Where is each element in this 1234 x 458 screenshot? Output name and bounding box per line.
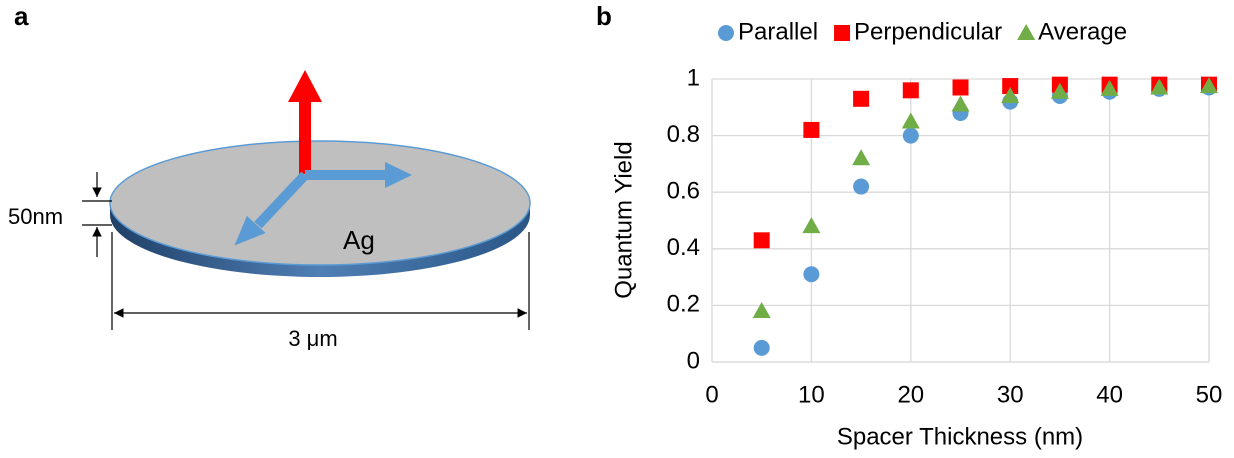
- legend-marker: [1017, 24, 1036, 40]
- x-tick-label: 40: [1096, 381, 1123, 408]
- data-point: [852, 149, 871, 166]
- legend-marker: [834, 25, 851, 41]
- axes-arrows: [234, 70, 412, 246]
- data-point: [752, 302, 771, 319]
- y-tick-label: 0.4: [667, 234, 700, 261]
- data-point: [1050, 82, 1069, 99]
- silver-disk: [109, 140, 531, 277]
- data-point: [802, 217, 821, 234]
- y-tick-label: 0.8: [667, 121, 700, 148]
- y-tick-label: 1: [687, 64, 700, 91]
- panel-label: b: [596, 1, 612, 31]
- data-point: [803, 121, 820, 138]
- y-axis-title: Quantum Yield: [610, 141, 637, 298]
- x-tick-label: 50: [1196, 381, 1223, 408]
- thickness-label: 50nm: [8, 204, 63, 229]
- y-tick-label: 0.6: [667, 178, 700, 205]
- legend-label: Perpendicular: [854, 18, 1002, 45]
- data-point: [902, 82, 919, 99]
- legend-label: Parallel: [738, 18, 818, 45]
- data-point: [1001, 86, 1020, 103]
- data-point: [753, 339, 770, 356]
- data-point: [952, 79, 969, 96]
- panel-label: a: [14, 1, 29, 31]
- x-tick-label: 30: [997, 381, 1024, 408]
- data-point: [853, 90, 870, 107]
- data-point: [901, 112, 920, 129]
- dimension-lines: [82, 172, 530, 330]
- material-label: Ag: [343, 225, 375, 255]
- legend-label: Average: [1038, 18, 1127, 45]
- y-tick-label: 0.2: [667, 291, 700, 318]
- data-point: [803, 266, 820, 283]
- width-label: 3 μm: [288, 326, 337, 351]
- y-tick-label: 0: [687, 347, 700, 374]
- legend-marker: [718, 25, 734, 41]
- x-axis-title: Spacer Thickness (nm): [837, 423, 1083, 450]
- data-point: [753, 232, 770, 249]
- data-point: [1150, 78, 1169, 95]
- data-point: [1100, 79, 1119, 96]
- data-point: [902, 127, 919, 144]
- x-tick-label: 20: [897, 381, 924, 408]
- data-point: [951, 95, 970, 112]
- x-tick-label: 10: [798, 381, 825, 408]
- x-tick-label: 0: [705, 381, 718, 408]
- data-point: [853, 178, 870, 195]
- data-point: [1002, 78, 1019, 95]
- data-point: [1200, 77, 1218, 94]
